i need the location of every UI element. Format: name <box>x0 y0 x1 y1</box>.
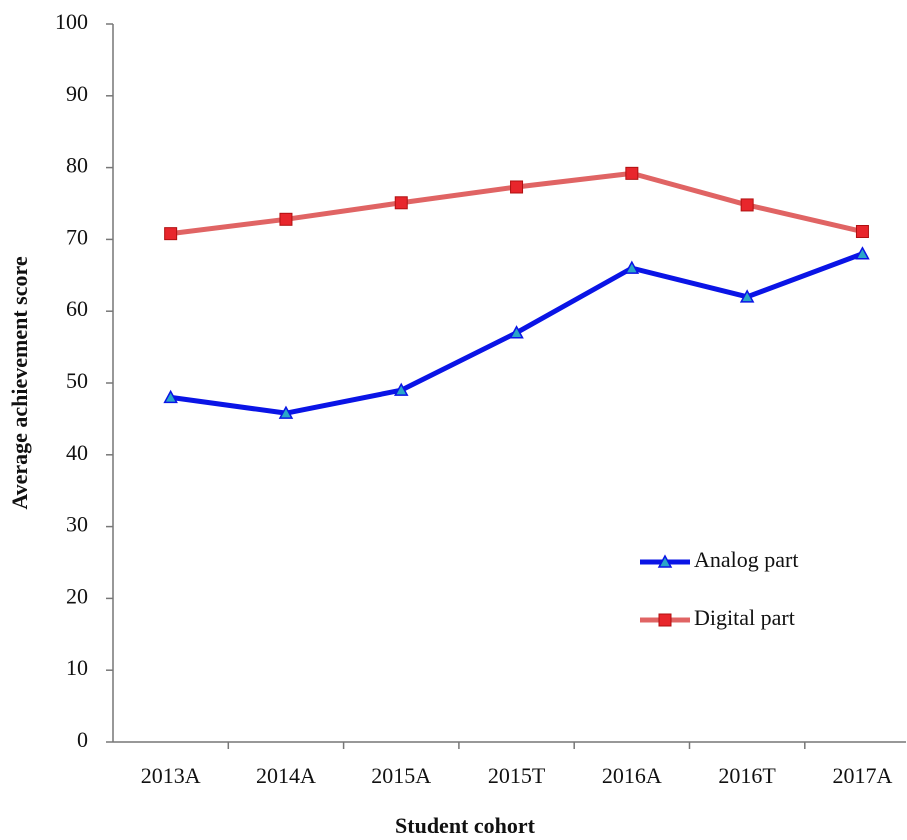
marker <box>657 554 673 568</box>
y-tick-label: 80 <box>66 153 88 178</box>
y-axis-label: Average achievement score <box>7 256 32 510</box>
marker <box>278 405 294 419</box>
marker <box>658 613 672 627</box>
marker <box>740 198 754 212</box>
y-tick-label: 70 <box>66 224 88 249</box>
marker <box>394 196 408 210</box>
marker <box>739 289 755 303</box>
marker <box>625 166 639 180</box>
y-tick-label: 10 <box>66 655 88 680</box>
x-tick-label: 2013A <box>141 763 201 788</box>
x-tick-label: 2017A <box>833 763 893 788</box>
marker <box>163 389 178 404</box>
y-tick-label: 50 <box>66 368 88 393</box>
y-tick-label: 100 <box>55 9 88 34</box>
marker <box>279 212 293 226</box>
marker <box>510 180 524 194</box>
x-tick-label: 2016A <box>602 763 662 788</box>
y-tick-label: 30 <box>66 512 88 537</box>
marker <box>624 260 640 274</box>
legend-label: Analog part <box>694 547 798 572</box>
x-tick-label: 2015T <box>488 763 546 788</box>
marker <box>509 325 524 339</box>
x-tick-label: 2016T <box>718 763 776 788</box>
legend-label: Digital part <box>694 605 795 630</box>
y-tick-label: 0 <box>77 727 88 752</box>
y-tick-label: 60 <box>66 296 88 321</box>
marker <box>855 225 869 239</box>
x-axis-label: Student cohort <box>395 813 536 838</box>
marker <box>164 227 178 241</box>
y-tick-label: 20 <box>66 583 88 608</box>
x-tick-label: 2014A <box>256 763 316 788</box>
y-tick-label: 40 <box>66 440 88 465</box>
y-tick-label: 90 <box>66 81 88 106</box>
x-tick-label: 2015A <box>371 763 431 788</box>
marker <box>855 246 870 260</box>
marker <box>393 382 409 396</box>
